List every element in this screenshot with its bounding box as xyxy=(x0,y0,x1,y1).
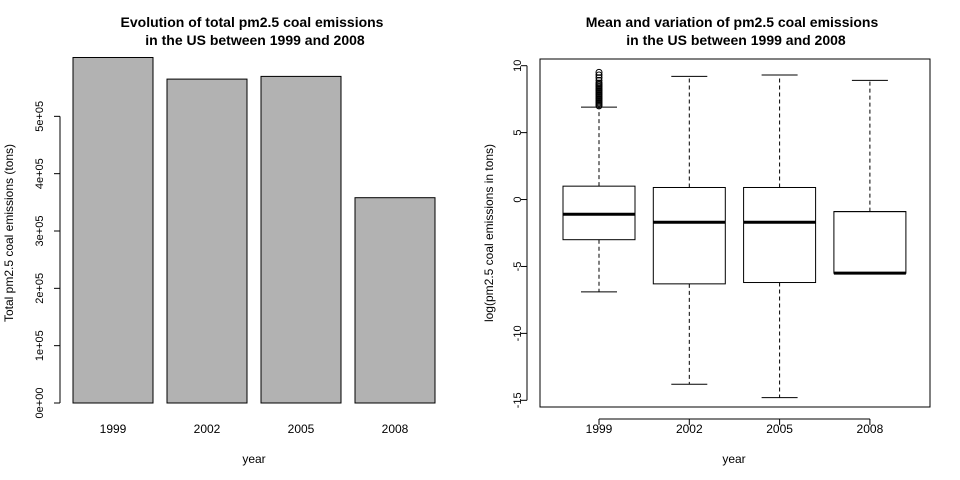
boxplot-plot-frame xyxy=(539,58,931,408)
bar-x-tick-label: 2008 xyxy=(382,422,409,436)
outlier-point xyxy=(595,74,603,82)
boxplot-boxes xyxy=(562,68,907,399)
boxplot-x-tick-label: 2005 xyxy=(766,422,793,436)
boxplot-y-axis: -15 -10 -5 0 5 10 xyxy=(512,60,528,408)
bar-2002 xyxy=(166,78,248,404)
bar-y-tick-label: 0e+00 xyxy=(34,388,46,419)
boxplot-title-line-1: Mean and variation of pm2.5 coal emissio… xyxy=(586,14,879,30)
box-1999 xyxy=(562,68,636,293)
bar-chart: Evolution of total pm2.5 coal emissions … xyxy=(2,14,436,466)
boxplot-title-line-2: in the US between 1999 and 2008 xyxy=(626,32,846,48)
bar-chart-title-line-2: in the US between 1999 and 2008 xyxy=(145,32,365,48)
boxplot-y-tick-label: 0 xyxy=(512,196,524,202)
boxplot-y-tick-label: -15 xyxy=(512,392,524,408)
bar-x-tick-label: 2005 xyxy=(288,422,315,436)
boxplot-x-tick-label: 1999 xyxy=(586,422,613,436)
boxplot-x-tick-label: 2008 xyxy=(857,422,884,436)
bar-y-tick-label: 1e+05 xyxy=(34,330,46,361)
box-2008 xyxy=(833,79,907,275)
bar-chart-title-line-1: Evolution of total pm2.5 coal emissions xyxy=(121,14,384,30)
box-2002 xyxy=(652,75,726,385)
boxplot-x-tick-label: 2002 xyxy=(676,422,703,436)
bar-y-tick-label: 4e+05 xyxy=(34,158,46,189)
box-2005 xyxy=(743,74,817,399)
boxplot-y-tick-label: -5 xyxy=(512,262,524,272)
bar-2008 xyxy=(354,197,436,404)
bar-x-axis-label: year xyxy=(242,452,265,466)
boxplot-x-axis: 1999 2002 2005 2008 xyxy=(586,418,884,436)
boxplot-y-tick-label: -10 xyxy=(512,325,524,341)
outlier-point xyxy=(595,68,603,76)
boxplot-y-tick-label: 5 xyxy=(512,130,524,136)
bar-y-axis: 0e+00 1e+05 2e+05 3e+05 4e+05 5e+05 xyxy=(34,101,61,419)
outlier-point xyxy=(595,79,603,87)
bar-1999 xyxy=(72,56,154,404)
boxplot-chart: Mean and variation of pm2.5 coal emissio… xyxy=(482,14,931,466)
bar-y-axis-label: Total pm2.5 coal emissions (tons) xyxy=(2,144,16,322)
outlier-point xyxy=(595,76,603,84)
bar-y-tick-label: 3e+05 xyxy=(34,216,46,247)
bar-2005 xyxy=(260,75,342,404)
iqr-box xyxy=(833,211,907,274)
iqr-box xyxy=(652,186,726,285)
boxplot-x-axis-label: year xyxy=(722,452,745,466)
iqr-box xyxy=(743,186,817,284)
boxplot-y-tick-label: 10 xyxy=(512,60,524,72)
boxplot-y-axis-label: log(pm2.5 coal emissions in tons) xyxy=(482,144,496,322)
bar-y-tick-label: 5e+05 xyxy=(34,101,46,132)
bar-series xyxy=(72,56,436,404)
bar-y-tick-label: 2e+05 xyxy=(34,273,46,304)
bar-x-tick-label: 1999 xyxy=(100,422,127,436)
outlier-point xyxy=(595,71,603,79)
bar-x-tick-labels: 1999 2002 2005 2008 xyxy=(100,422,409,436)
bar-x-tick-label: 2002 xyxy=(194,422,221,436)
